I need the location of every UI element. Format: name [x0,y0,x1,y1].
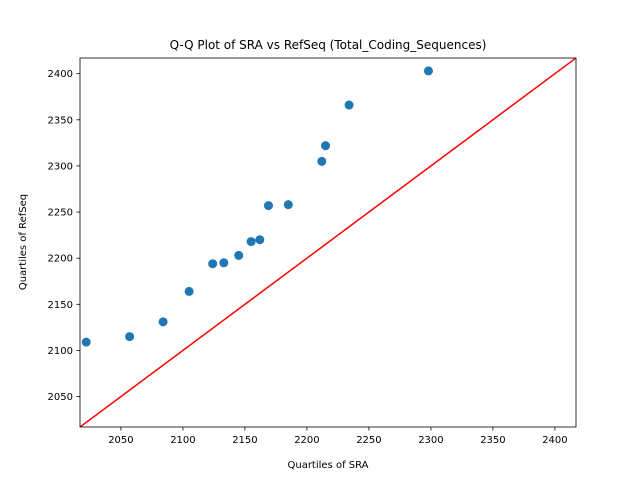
y-tick-label: 2250 [48,208,73,219]
reference-line [80,58,576,427]
x-tick-label: 2150 [232,435,257,446]
y-tick-label: 2100 [48,346,73,357]
data-point [344,100,354,110]
x-axis-label: Quartiles of SRA [287,460,368,471]
data-point [158,317,168,327]
data-point [255,235,265,245]
x-axis: 2050 2100 2150 2200 2250 2300 2350 2400 [108,427,568,446]
y-tick-label: 2200 [48,254,73,265]
x-tick-label: 2050 [108,435,133,446]
plot-frame [79,57,577,428]
plot-area [79,57,577,428]
y-axis-label: Quartiles of RefSeq [18,194,29,290]
x-tick-label: 2250 [356,435,381,446]
data-point [234,250,244,260]
data-point [219,258,229,268]
y-tick-label: 2300 [48,161,73,172]
x-tick-label: 2200 [294,435,319,446]
data-point [208,259,218,269]
data-point [423,66,433,76]
x-tick-label: 2350 [480,435,505,446]
data-point [81,337,91,347]
data-point [283,200,293,210]
data-point [321,141,331,151]
chart-title: Q-Q Plot of SRA vs RefSeq (Total_Coding_… [170,38,487,52]
data-point [317,156,327,166]
y-tick-label: 2050 [48,392,73,403]
x-tick-label: 2100 [170,435,195,446]
data-point [263,201,273,211]
data-points [81,66,433,347]
y-tick-label: 2150 [48,300,73,311]
x-tick-label: 2400 [542,435,567,446]
y-tick-label: 2400 [48,69,73,80]
data-point [184,286,194,296]
data-point [125,332,135,342]
x-tick-label: 2300 [418,435,443,446]
data-point [246,237,256,247]
y-axis: 2050 2100 2150 2200 2250 2300 2350 2400 [48,69,80,403]
y-tick-label: 2350 [48,115,73,126]
